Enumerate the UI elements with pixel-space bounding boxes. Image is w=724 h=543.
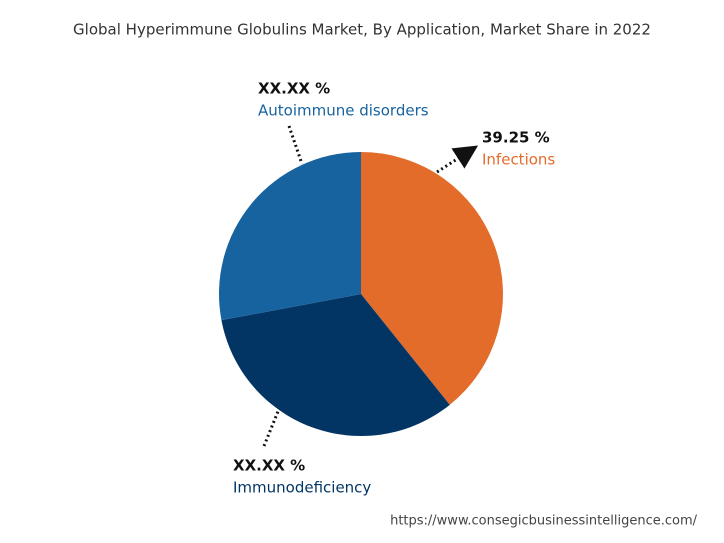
category-label: Immunodeficiency [233, 479, 371, 497]
chart-title: Global Hyperimmune Globulins Market, By … [73, 21, 651, 39]
pie-slice [361, 152, 503, 405]
leader-line [287, 125, 304, 165]
value-label: XX.XX % [258, 80, 330, 98]
pie-slice [221, 294, 450, 437]
source-url: https://www.consegicbusinessintelligence… [390, 514, 698, 529]
leader-line [262, 408, 281, 447]
leader-line [436, 145, 479, 174]
category-label: Autoimmune disorders [258, 102, 429, 120]
value-label: XX.XX % [233, 457, 305, 475]
category-label: Infections [482, 151, 555, 169]
value-label: 39.25 % [482, 129, 550, 147]
pie-slice [219, 152, 361, 321]
